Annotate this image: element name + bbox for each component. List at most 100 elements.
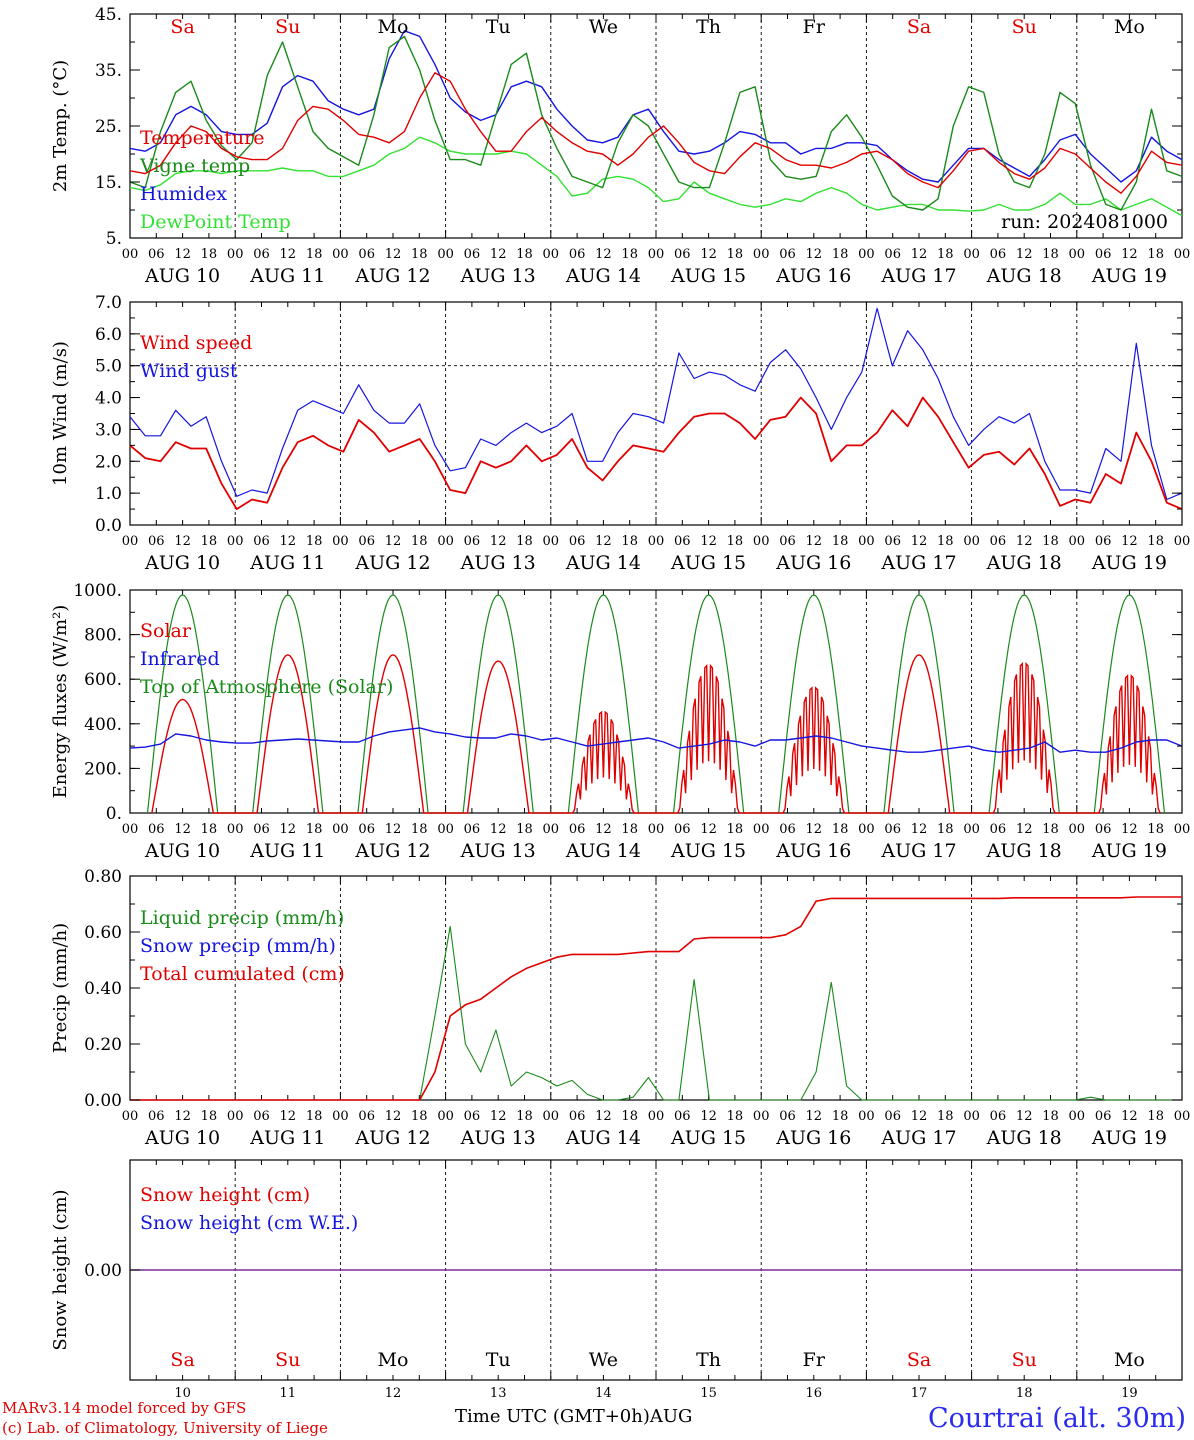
temp-weekday-label: Mo bbox=[1114, 16, 1145, 38]
snow-y-axis-label: Snow height (cm) bbox=[50, 1189, 71, 1350]
precip-hour-label: 06 bbox=[674, 1109, 691, 1124]
temp-hour-label: 00 bbox=[437, 247, 454, 262]
energy-hour-label: 06 bbox=[1095, 822, 1112, 837]
month-label: AUG bbox=[649, 1406, 693, 1427]
precip-legend-item: Liquid precip (mm/h) bbox=[140, 907, 344, 929]
wind-y-tick-label: 4.0 bbox=[95, 389, 122, 409]
wind-date-label: AUG 11 bbox=[249, 552, 325, 574]
precip-hour-label: 12 bbox=[174, 1109, 191, 1124]
energy-hour-label: 18 bbox=[306, 822, 323, 837]
wind-y-tick-label: 2.0 bbox=[95, 452, 122, 472]
wind-hour-label: 18 bbox=[1042, 534, 1059, 549]
wind-y-tick-label: 1.0 bbox=[95, 484, 122, 504]
precip-date-label: AUG 13 bbox=[460, 1127, 536, 1149]
energy-date-label: AUG 17 bbox=[880, 840, 956, 862]
time-axis-label: Time UTC (GMT+0h) bbox=[455, 1406, 650, 1427]
wind-hour-label: 00 bbox=[543, 534, 560, 549]
precip-hour-label: 00 bbox=[122, 1109, 139, 1124]
snow-day-number: 15 bbox=[700, 1386, 717, 1401]
precip-hour-label: 06 bbox=[1095, 1109, 1112, 1124]
wind-y-axis-label: 10m Wind (m/s) bbox=[50, 341, 71, 486]
temp-series-line bbox=[129, 30, 1183, 183]
snow-day-number: 12 bbox=[385, 1386, 402, 1401]
wind-date-label: AUG 13 bbox=[460, 552, 536, 574]
wind-hour-label: 06 bbox=[990, 534, 1007, 549]
wind-y-tick-label: 0.0 bbox=[95, 516, 122, 536]
wind-date-label: AUG 14 bbox=[565, 552, 641, 574]
energy-hour-label: 18 bbox=[1147, 822, 1164, 837]
temp-date-label: AUG 17 bbox=[880, 265, 956, 287]
energy-hour-label: 06 bbox=[148, 822, 165, 837]
precip-hour-label: 06 bbox=[884, 1109, 901, 1124]
temp-hour-label: 06 bbox=[884, 247, 901, 262]
wind-hour-label: 00 bbox=[858, 534, 875, 549]
snow-day-number: 16 bbox=[806, 1386, 823, 1401]
temp-hour-label: 06 bbox=[1095, 247, 1112, 262]
temp-date-label: AUG 11 bbox=[249, 265, 325, 287]
temp-weekday-label: Mo bbox=[378, 16, 409, 38]
temp-weekday-label: We bbox=[589, 16, 618, 38]
snow-day-number: 11 bbox=[280, 1386, 297, 1401]
energy-hour-label: 18 bbox=[516, 822, 533, 837]
energy-hour-label: 00 bbox=[858, 822, 875, 837]
precip-hour-label: 00 bbox=[227, 1109, 244, 1124]
temp-y-tick-label: 35. bbox=[95, 61, 122, 81]
precip-hour-label: 06 bbox=[464, 1109, 481, 1124]
temp-hour-label: 18 bbox=[621, 247, 638, 262]
energy-hour-label: 12 bbox=[490, 822, 507, 837]
time-axis-title: Time UTC (GMT+0h)AUG bbox=[455, 1406, 692, 1427]
temp-hour-label: 12 bbox=[280, 247, 297, 262]
wind-hour-label: 06 bbox=[253, 534, 270, 549]
temp-y-tick-label: 5. bbox=[106, 229, 122, 249]
snow-weekday-label: We bbox=[589, 1349, 618, 1371]
wind-hour-label: 12 bbox=[174, 534, 191, 549]
temp-hour-label: 18 bbox=[306, 247, 323, 262]
energy-y-tick-label: 800. bbox=[84, 626, 122, 646]
temp-hour-label: 12 bbox=[490, 247, 507, 262]
snow-y-tick-label: 0.00 bbox=[84, 1261, 122, 1281]
precip-hour-label: 00 bbox=[963, 1109, 980, 1124]
energy-frame bbox=[129, 589, 1183, 814]
wind-hour-label: 12 bbox=[595, 534, 612, 549]
temp-hour-label: 00 bbox=[332, 247, 349, 262]
wind-hour-label: 12 bbox=[385, 534, 402, 549]
precip-hour-label: 00 bbox=[648, 1109, 665, 1124]
temp-hour-label: 06 bbox=[779, 247, 796, 262]
energy-hour-label: 12 bbox=[174, 822, 191, 837]
precip-y-tick-label: 0.40 bbox=[84, 979, 122, 999]
precip-hour-label: 12 bbox=[490, 1109, 507, 1124]
energy-y-axis-label: Energy fluxes (W/m²) bbox=[50, 605, 71, 799]
energy-hour-label: 06 bbox=[674, 822, 691, 837]
temp-hour-label: 18 bbox=[201, 247, 218, 262]
energy-y-tick-label: 200. bbox=[84, 759, 122, 779]
wind-hour-label: 06 bbox=[779, 534, 796, 549]
energy-date-label: AUG 16 bbox=[775, 840, 851, 862]
precip-date-label: AUG 14 bbox=[565, 1127, 641, 1149]
energy-hour-label: 00 bbox=[753, 822, 770, 837]
snow-weekday-label: Tu bbox=[486, 1349, 511, 1371]
energy-hour-label: 00 bbox=[227, 822, 244, 837]
snow-day-number: 14 bbox=[595, 1386, 612, 1401]
temp-hour-label: 18 bbox=[727, 247, 744, 262]
wind-series-line bbox=[129, 396, 1183, 511]
temp-hour-label: 06 bbox=[674, 247, 691, 262]
energy-hour-label: 18 bbox=[411, 822, 428, 837]
wind-hour-label: 00 bbox=[963, 534, 980, 549]
temp-y-tick-label: 45. bbox=[95, 5, 122, 25]
precip-hour-label: 12 bbox=[595, 1109, 612, 1124]
temp-hour-label: 00 bbox=[227, 247, 244, 262]
temp-weekday-label: Su bbox=[1012, 16, 1037, 38]
energy-hour-label: 18 bbox=[727, 822, 744, 837]
precip-hour-label: 00 bbox=[437, 1109, 454, 1124]
precip-hour-label: 18 bbox=[937, 1109, 954, 1124]
temp-weekday-label: Th bbox=[696, 16, 721, 38]
precip-hour-label: 00 bbox=[858, 1109, 875, 1124]
lab-credit: (c) Lab. of Climatology, University of L… bbox=[2, 1419, 328, 1437]
snow-weekday-label: Mo bbox=[1114, 1349, 1145, 1371]
precip-date-label: AUG 16 bbox=[775, 1127, 851, 1149]
precip-hour-label: 12 bbox=[700, 1109, 717, 1124]
snow-weekday-label: Su bbox=[1012, 1349, 1037, 1371]
energy-hour-label: 06 bbox=[779, 822, 796, 837]
precip-hour-label: 00 bbox=[753, 1109, 770, 1124]
